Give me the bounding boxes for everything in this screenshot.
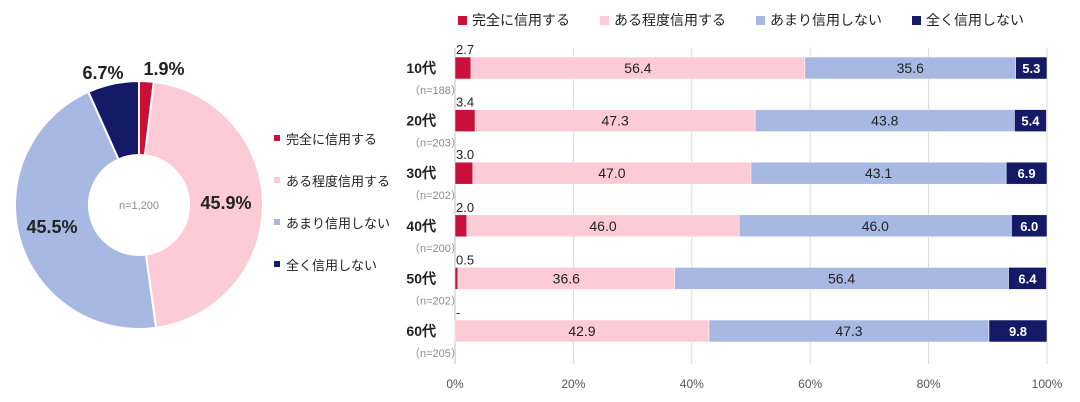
bar-legend-item-full: 完全に信用する: [458, 10, 570, 30]
bar-segment-full: [454, 267, 459, 290]
data-label-some: 47.0: [598, 165, 625, 181]
bar-segment-none: [1011, 214, 1048, 238]
bar-legend-item-none: 全く信用しない: [912, 10, 1024, 30]
category-label: 50代: [406, 270, 436, 286]
data-label-none: 5.3: [1022, 61, 1040, 76]
bar-segment-none: [1008, 267, 1047, 290]
x-tick-label: 40%: [680, 377, 704, 391]
bar-row: 10代 （n=188） 2.7 56.4 35.6 5.3: [406, 42, 1048, 97]
legend-swatch-some: [274, 177, 280, 183]
bar-segment-none: [1015, 56, 1048, 80]
x-tick-label: 20%: [561, 377, 585, 391]
data-label-full: 0.5: [456, 252, 474, 267]
x-tick-label: 100%: [1032, 377, 1063, 391]
data-label-full: 3.4: [456, 95, 474, 110]
legend-item-notmuch: あまり信用しない: [274, 212, 390, 232]
bar-row: 40代 （n=200） 2.0 46.0 46.0 6.0: [406, 200, 1048, 255]
donut-center-label: n=1,200: [119, 200, 159, 212]
donut-chart: 1.9% 45.9% 45.5% 6.7% n=1,200: [14, 59, 264, 330]
category-label: 10代: [406, 60, 436, 76]
category-n-label: （n=202）: [409, 189, 462, 202]
bar-legend-label-none: 全く信用しない: [926, 12, 1024, 28]
bar-segment-none: [988, 319, 1048, 343]
data-label-some: 47.3: [602, 113, 629, 129]
data-label-notmuch: 43.8: [871, 113, 898, 129]
data-label-some: 46.0: [589, 218, 616, 234]
category-label: 60代: [406, 323, 436, 339]
bar-legend-swatch-none: [912, 15, 921, 25]
bar-legend-swatch-full: [458, 15, 467, 25]
legend-swatch-full: [274, 135, 280, 141]
bar-legend-item-notmuch: あまり信用しない: [756, 10, 882, 30]
data-label-none: 5.4: [1021, 114, 1040, 129]
data-label-some: 42.9: [568, 323, 595, 339]
legend-item-some: ある程度信用する: [274, 170, 390, 190]
x-tick-label: 60%: [798, 377, 822, 391]
donut-slice-none: [87, 79, 140, 161]
category-label: 40代: [406, 218, 436, 234]
data-label-some: 36.6: [553, 270, 580, 286]
bar-legend: 完全に信用する ある程度信用する あまり信用しない 全く信用しない: [458, 10, 1054, 30]
data-label-none: 9.8: [1009, 324, 1027, 339]
bar-row: 30代 （n=202） 3.0 47.0 43.1 6.9: [406, 147, 1048, 202]
legend-label-notmuch: あまり信用しない: [286, 215, 391, 231]
category-n-label: （n=205）: [409, 347, 462, 360]
bar-legend-swatch-some: [600, 15, 609, 25]
donut-slice-notmuch: [14, 90, 158, 330]
data-label-notmuch: 43.1: [865, 165, 892, 181]
x-tick-label: 0%: [446, 377, 464, 391]
bar-row: 20代 （n=203） 3.4 47.3 43.8 5.4: [406, 95, 1047, 150]
bar-legend-label-some: ある程度信用する: [614, 12, 726, 28]
data-label-full: 2.7: [456, 42, 474, 57]
x-tick-label: 80%: [917, 377, 941, 391]
legend-item-none: 全く信用しない: [274, 254, 390, 274]
legend-label-full: 完全に信用する: [286, 131, 378, 147]
gridlines: [454, 48, 1048, 364]
data-label-full: -: [456, 305, 460, 320]
category-n-label: （n=188）: [409, 84, 462, 97]
category-n-label: （n=203）: [409, 137, 462, 150]
donut-label-none: 6.7%: [82, 63, 123, 83]
bar-segment-none: [1014, 109, 1047, 132]
donut-legend: 完全に信用する ある程度信用する あまり信用しない 全く信用しない: [274, 128, 390, 296]
data-label-notmuch: 35.6: [897, 60, 924, 76]
bar-legend-label-full: 完全に信用する: [472, 12, 570, 28]
donut-label-full: 1.9%: [143, 59, 184, 79]
bar-row: 60代 （n=205） - 42.9 47.3 9.8: [406, 305, 1048, 360]
data-label-some: 56.4: [624, 60, 651, 76]
data-label-none: 6.4: [1018, 271, 1037, 286]
legend-label-none: 全く信用しない: [286, 257, 378, 273]
legend-swatch-none: [274, 261, 280, 267]
category-n-label: （n=202）: [409, 294, 462, 307]
donut-label-some: 45.9%: [200, 193, 251, 213]
legend-item-full: 完全に信用する: [274, 128, 390, 148]
legend-swatch-notmuch: [274, 219, 280, 225]
bar-segment-full: [454, 109, 476, 132]
category-label: 30代: [406, 165, 436, 181]
bar-legend-label-notmuch: あまり信用しない: [770, 12, 882, 28]
data-label-notmuch: 56.4: [828, 270, 855, 286]
legend-label-some: ある程度信用する: [286, 173, 391, 189]
bar-legend-swatch-notmuch: [756, 15, 765, 25]
bar-row: 50代 （n=202） 0.5 36.6 56.4 6.4: [406, 252, 1047, 307]
donut-label-notmuch: 45.5%: [26, 217, 77, 237]
category-label: 20代: [406, 113, 436, 129]
bar-legend-item-some: ある程度信用する: [600, 10, 726, 30]
bar-segment-full: [454, 56, 472, 80]
bar-segment-full: [454, 161, 474, 185]
data-label-notmuch: 46.0: [862, 218, 889, 234]
category-n-label: （n=200）: [409, 242, 462, 255]
donut-slice-some: [143, 80, 264, 329]
data-label-notmuch: 47.3: [835, 323, 862, 339]
bar-segment-full: [454, 214, 468, 238]
bar-segment-none: [1005, 161, 1048, 185]
data-label-none: 6.0: [1020, 219, 1038, 234]
data-label-full: 2.0: [456, 200, 474, 215]
data-label-full: 3.0: [456, 147, 474, 162]
data-label-none: 6.9: [1018, 166, 1036, 181]
